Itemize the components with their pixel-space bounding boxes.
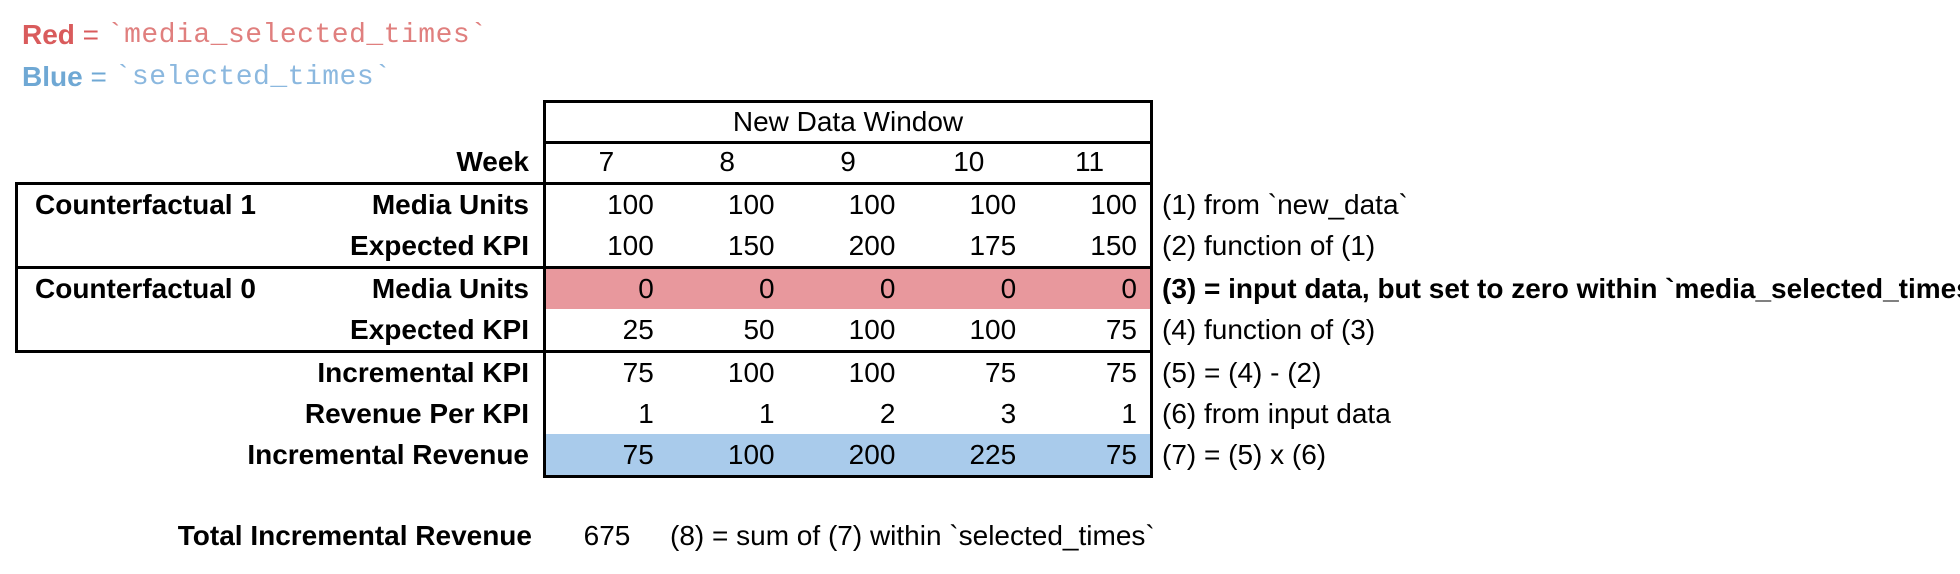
table-cell: 175 (969, 229, 1017, 261)
row-values-incremental-kpi: 75 100 100 75 75 (546, 353, 1150, 393)
week-cell: 7 (598, 145, 615, 177)
blue-highlight-band (546, 434, 1150, 475)
new-data-window-header: New Data Window (732, 106, 964, 137)
table-cell: 0 (638, 273, 654, 304)
table-cell: 3 (1000, 397, 1017, 429)
header-separator-line (543, 141, 1153, 144)
table-cell: 100 (969, 313, 1017, 345)
annotation-6: (6) from input data (1162, 397, 1391, 429)
table-cell: 225 (969, 438, 1017, 470)
week-row-label: Week (456, 145, 529, 177)
table-cell: 75 (985, 357, 1017, 388)
row-label-media-units-cf0: Media Units (371, 273, 529, 304)
row-label-revenue-per-kpi: Revenue Per KPI (304, 397, 529, 429)
table-cell: 50 (743, 313, 775, 345)
table-cell: 100 (727, 189, 775, 220)
week-cell: 11 (1075, 145, 1105, 177)
table-cell: 1 (759, 397, 775, 429)
row-values-incremental-revenue: 75 100 200 225 75 (546, 434, 1150, 475)
row-values-media-units-cf0: 0 0 0 0 0 (546, 269, 1150, 309)
red-highlight-band (546, 269, 1150, 309)
week-cell: 8 (719, 145, 735, 177)
table-cell: 25 (622, 313, 654, 345)
annotation-7: (7) = (5) x (6) (1162, 438, 1327, 470)
table-cell: 100 (848, 313, 896, 345)
legend-blue-eq: = (82, 61, 115, 92)
table-cell: 100 (607, 189, 654, 220)
row-label-expected-kpi-cf1: Expected KPI (350, 229, 529, 261)
week-cell: 10 (953, 145, 985, 177)
row-label-incremental-kpi: Incremental KPI (317, 357, 529, 388)
table-cell: 200 (848, 438, 896, 470)
legend: Red = `media_selected_times` Blue = `sel… (22, 14, 488, 98)
table-cell: 75 (622, 357, 654, 388)
table-cell: 100 (848, 357, 896, 388)
legend-red-code: `media_selected_times` (106, 19, 488, 51)
total-incremental-revenue-value: 675 (583, 520, 631, 551)
table-cell: 0 (1121, 273, 1137, 304)
table-cell: 0 (1000, 273, 1017, 304)
cf1-separator-line (543, 266, 1153, 269)
counterfactual-0-box (15, 266, 546, 353)
week-row-values: 7 8 9 10 11 (546, 141, 1150, 182)
group-label-counterfactual-1: Counterfactual 1 (35, 189, 256, 220)
row-label-expected-kpi-cf0: Expected KPI (350, 313, 529, 345)
table-cell: 150 (1090, 229, 1137, 261)
table-cell: 100 (848, 189, 896, 220)
row-values-expected-kpi-cf0: 25 50 100 100 75 (546, 309, 1150, 350)
row-values-media-units-cf1: 100 100 100 100 100 (546, 185, 1150, 225)
cf0-separator-line (543, 350, 1153, 353)
annotation-4: (4) function of (3) (1162, 313, 1376, 345)
annotation-2: (2) function of (1) (1162, 229, 1376, 261)
row-label-media-units-cf1: Media Units (371, 189, 529, 220)
legend-red-term: Red (22, 19, 75, 50)
group-label-counterfactual-0: Counterfactual 0 (35, 273, 256, 304)
legend-red-line: Red = `media_selected_times` (22, 14, 488, 56)
table-cell: 0 (759, 273, 775, 304)
total-incremental-revenue-label: Total Incremental Revenue (177, 520, 532, 551)
table-cell: 75 (1105, 313, 1137, 345)
table-cell: 75 (1105, 357, 1137, 388)
annotation-1: (1) from `new_data` (1162, 189, 1408, 220)
table-cell: 150 (727, 229, 775, 261)
table-cell: 0 (879, 273, 896, 304)
annotation-3: (3) = input data, but set to zero within… (1162, 273, 1960, 304)
row-values-revenue-per-kpi: 1 1 2 3 1 (546, 393, 1150, 434)
legend-blue-code: `selected_times` (114, 61, 392, 93)
legend-blue-line: Blue = `selected_times` (22, 56, 488, 98)
week-cell: 9 (840, 145, 856, 177)
row-label-incremental-revenue: Incremental Revenue (247, 438, 529, 470)
table-cell: 100 (1090, 189, 1137, 220)
row-values-expected-kpi-cf1: 100 150 200 175 150 (546, 225, 1150, 266)
table-cell: 1 (638, 397, 654, 429)
week-separator-line (543, 182, 1153, 185)
table-cell: 100 (727, 357, 775, 388)
table-cell: 1 (1121, 397, 1137, 429)
table-cell: 75 (1105, 438, 1137, 470)
legend-red-eq: = (74, 19, 107, 50)
annotation-5: (5) = (4) - (2) (1162, 357, 1322, 388)
table-cell: 100 (969, 189, 1017, 220)
table-cell: 100 (727, 438, 775, 470)
legend-blue-term: Blue (22, 61, 83, 92)
table-cell: 200 (848, 229, 896, 261)
table-cell: 100 (607, 229, 654, 261)
table-cell: 75 (622, 438, 654, 470)
table-cell: 2 (879, 397, 896, 429)
annotation-8: (8) = sum of (7) within `selected_times` (670, 520, 1155, 551)
